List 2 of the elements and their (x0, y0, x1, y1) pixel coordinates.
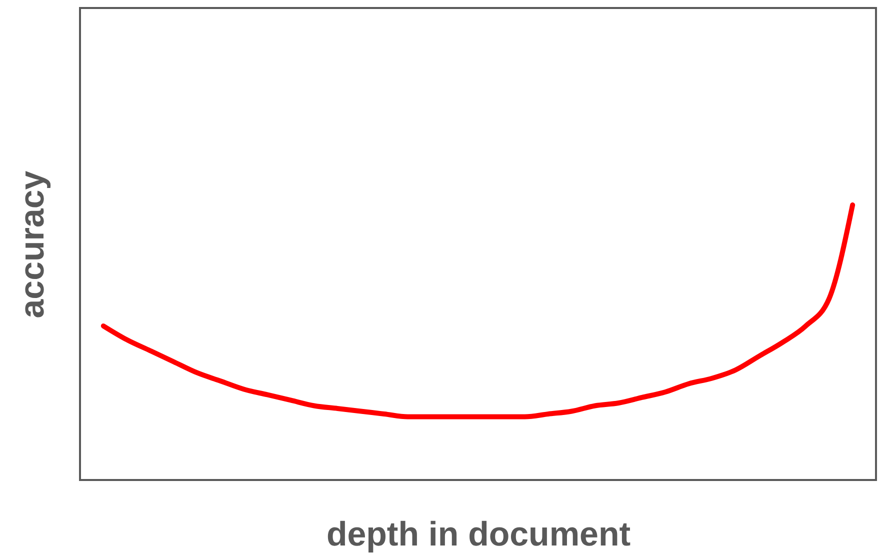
y-axis-title: accuracy (14, 170, 52, 318)
x-axis-title: depth in document (326, 516, 631, 554)
